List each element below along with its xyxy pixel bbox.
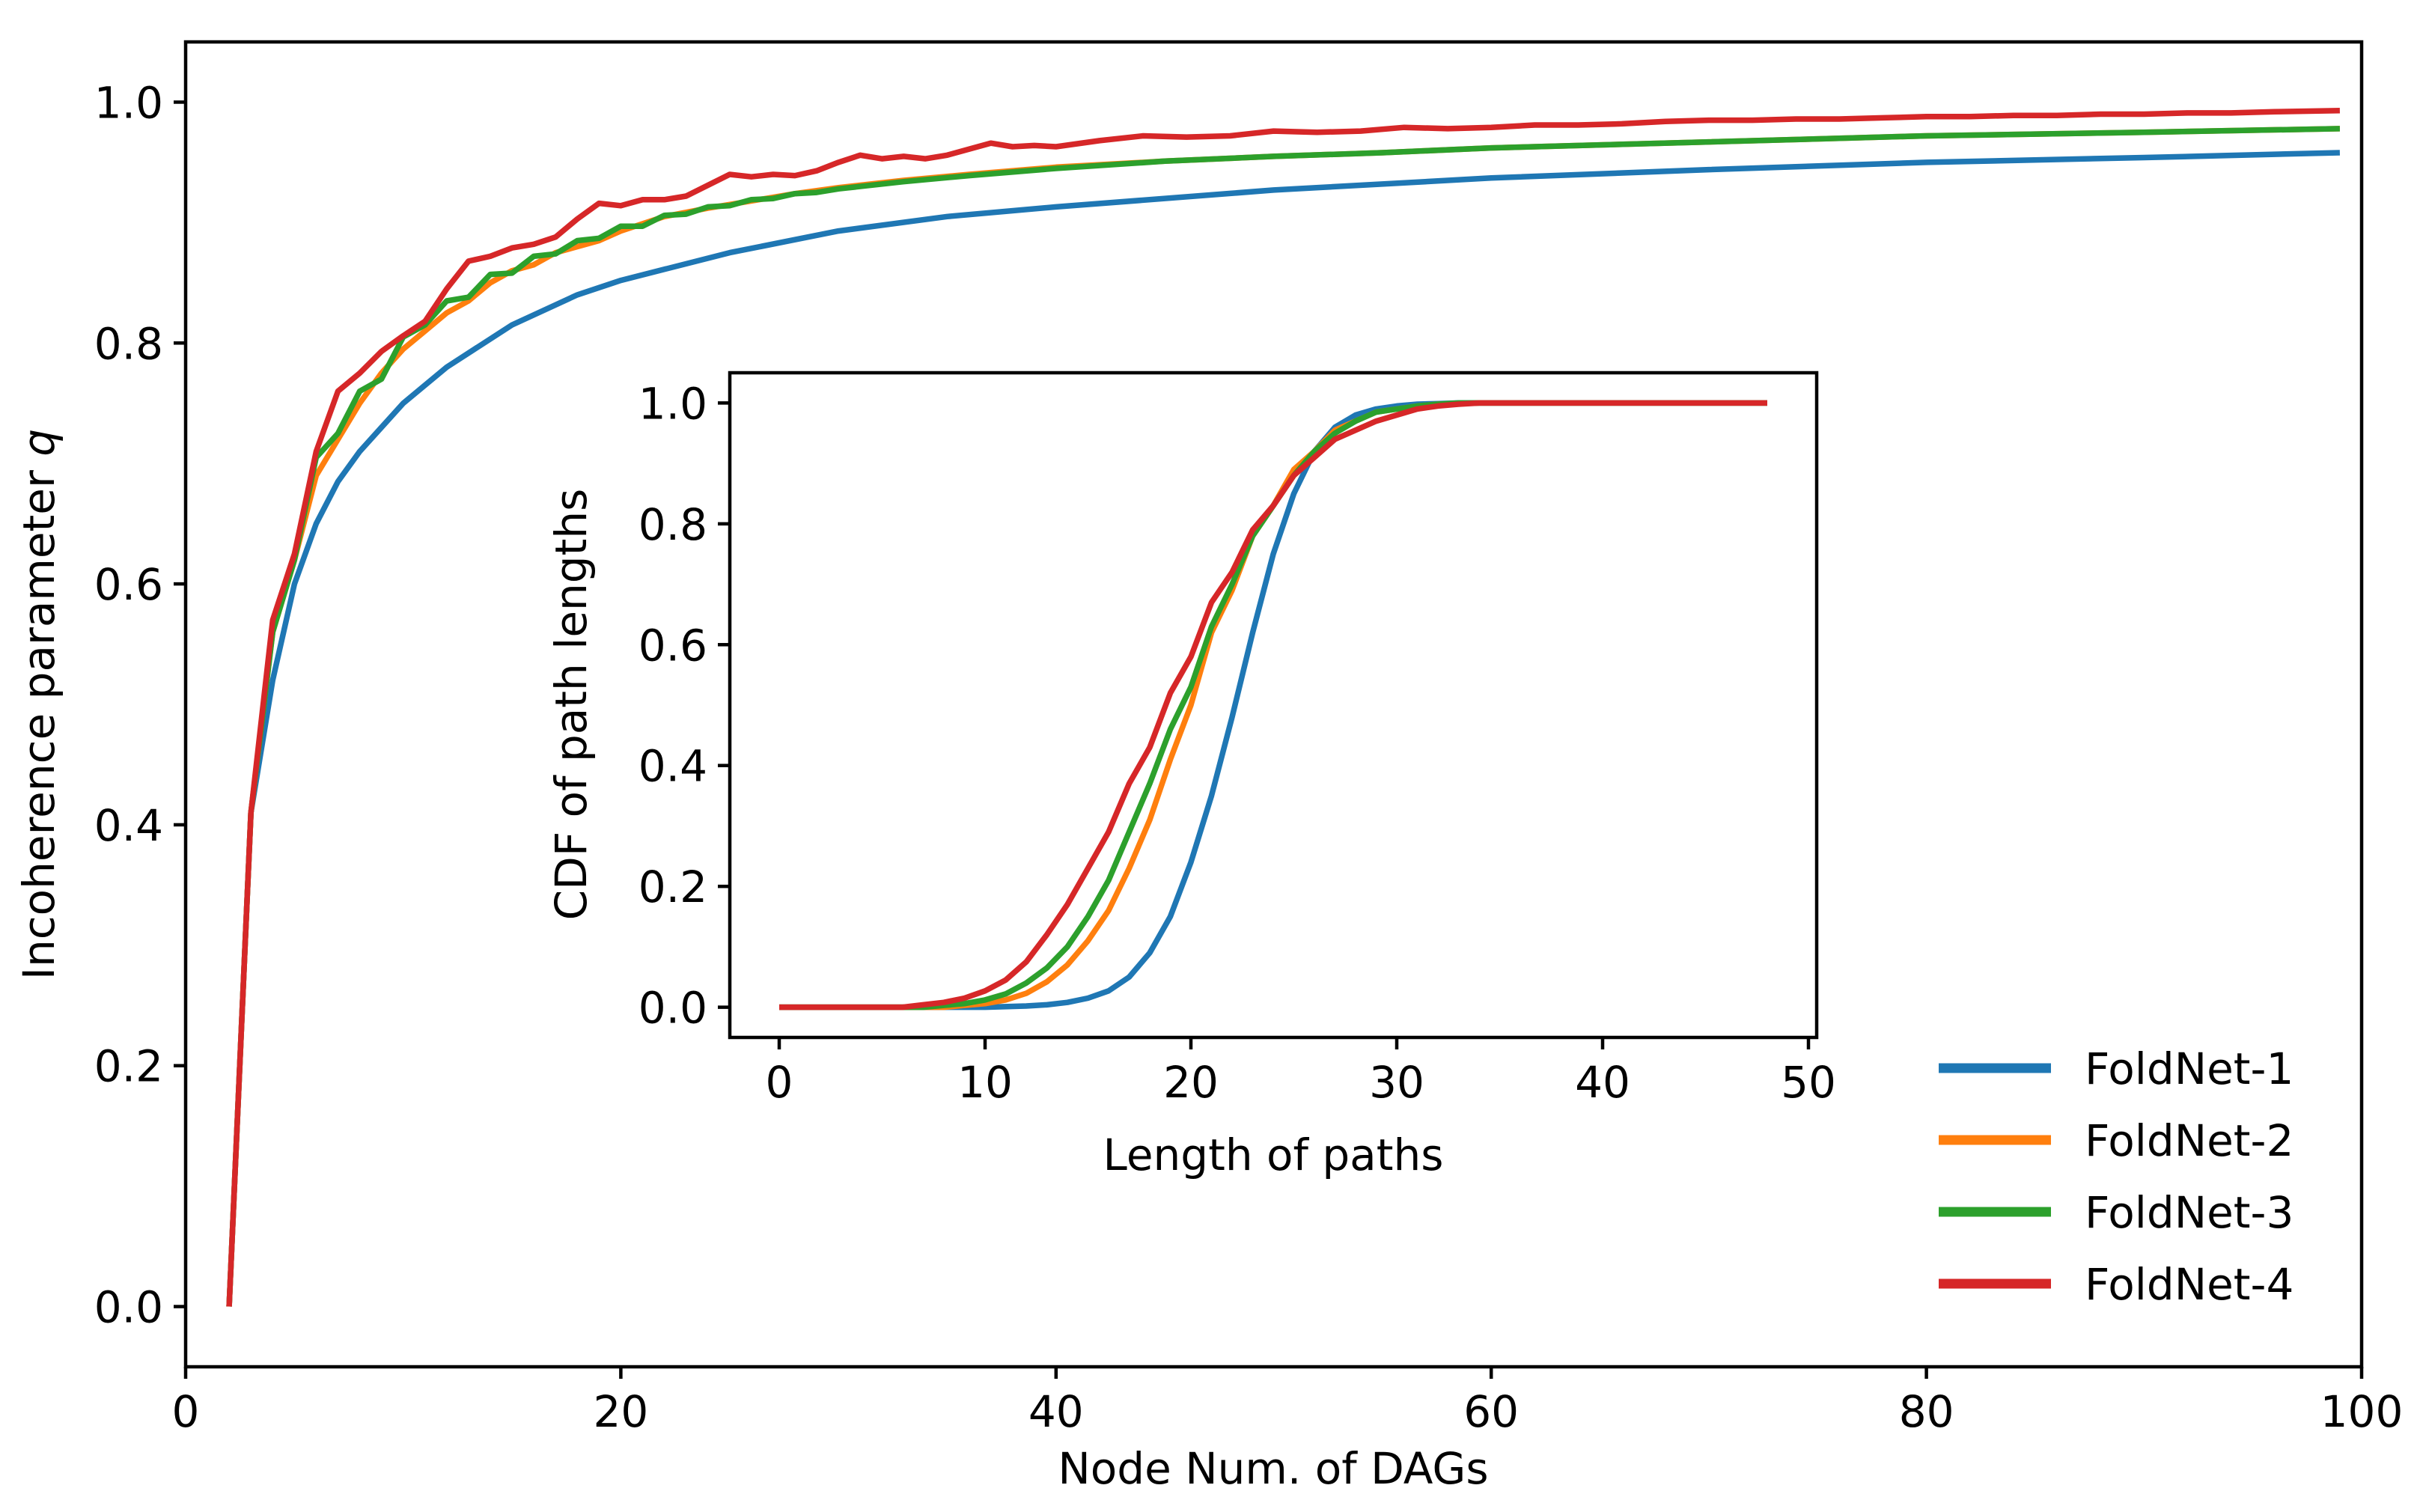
main-x-tick-label: 20 xyxy=(593,1386,648,1437)
legend-label-foldnet-3: FoldNet-3 xyxy=(2085,1187,2294,1238)
inset-axes-background xyxy=(730,373,1817,1037)
inset-series-lines xyxy=(779,400,1767,1010)
main-x-tick-label: 60 xyxy=(1463,1386,1519,1437)
inset-series-line-foldnet-4 xyxy=(779,400,1767,1010)
inset-x-tick-label: 40 xyxy=(1575,1057,1630,1108)
main-y-axis-label-var: q xyxy=(13,429,64,457)
legend-label-foldnet-1: FoldNet-1 xyxy=(2085,1043,2294,1094)
inset-x-tick-label: 0 xyxy=(766,1057,793,1108)
inset-x-axis-label: Length of paths xyxy=(1103,1130,1444,1180)
main-x-tick-label: 40 xyxy=(1028,1386,1084,1437)
main-series-line-foldnet-3 xyxy=(226,126,2340,1307)
inset-y-tick-label: 0.4 xyxy=(638,741,707,792)
main-series-lines xyxy=(226,107,2340,1307)
main-y-axis-label-text: Incoherence parameter xyxy=(13,457,64,980)
inset-x-tick-label: 20 xyxy=(1163,1057,1219,1108)
inset-y-ticks: 0.0 0.2 0.4 0.6 0.8 1.0 xyxy=(638,378,730,1034)
inset-x-tick-label: 50 xyxy=(1781,1057,1836,1108)
legend-label-foldnet-4: FoldNet-4 xyxy=(2085,1259,2294,1310)
main-x-axis-label: Node Num. of DAGs xyxy=(1058,1443,1488,1494)
inset-y-tick-label: 0.8 xyxy=(638,499,707,550)
inset-x-tick-label: 10 xyxy=(957,1057,1013,1108)
main-series-line-foldnet-4 xyxy=(226,107,2340,1307)
inset-y-tick-label: 1.0 xyxy=(638,378,707,429)
inset-axes: 0 10 20 30 40 50 0.0 0.2 0.4 0.6 0.8 1.0 Length of… xyxy=(546,371,1836,1180)
inset-y-tick-label: 0.0 xyxy=(638,983,707,1034)
main-y-tick-label: 0.0 xyxy=(94,1282,163,1333)
main-y-tick-label: 0.6 xyxy=(94,559,163,610)
inset-x-tick-label: 30 xyxy=(1369,1057,1424,1108)
main-series-line-foldnet-1 xyxy=(226,150,2340,1307)
main-x-tick-label: 0 xyxy=(172,1386,200,1437)
main-x-ticks: 0 20 40 60 80 100 xyxy=(172,1367,2404,1437)
main-x-tick-label: 100 xyxy=(2320,1386,2404,1437)
inset-y-tick-label: 0.6 xyxy=(638,620,707,671)
main-y-ticks: 0.0 0.2 0.4 0.6 0.8 1.0 xyxy=(94,77,186,1333)
legend-label-foldnet-2: FoldNet-2 xyxy=(2085,1115,2294,1166)
main-y-tick-label: 1.0 xyxy=(94,77,163,128)
inset-y-axis-label: CDF of path lengths xyxy=(546,489,597,921)
main-y-tick-label: 0.2 xyxy=(94,1041,163,1092)
legend: FoldNet-1 FoldNet-2 FoldNet-3 FoldNet-4 xyxy=(1939,1043,2294,1310)
main-axes: 0 20 40 60 80 100 0.00.20.40.60.81.0 Node Num… xyxy=(13,40,2404,1494)
inset-y-tick-label: 0.2 xyxy=(638,862,707,912)
main-y-tick-label: 0.8 xyxy=(94,318,163,369)
main-y-axis-label: Incoherence parameter q xyxy=(13,429,64,980)
inset-x-ticks: 0 10 20 30 40 50 xyxy=(766,1037,1836,1108)
inset-axes-frame xyxy=(728,371,1819,1040)
main-y-tick-label: 0.4 xyxy=(94,800,163,851)
main-x-tick-label: 80 xyxy=(1899,1386,1954,1437)
main-axes-frame xyxy=(183,40,2364,1369)
